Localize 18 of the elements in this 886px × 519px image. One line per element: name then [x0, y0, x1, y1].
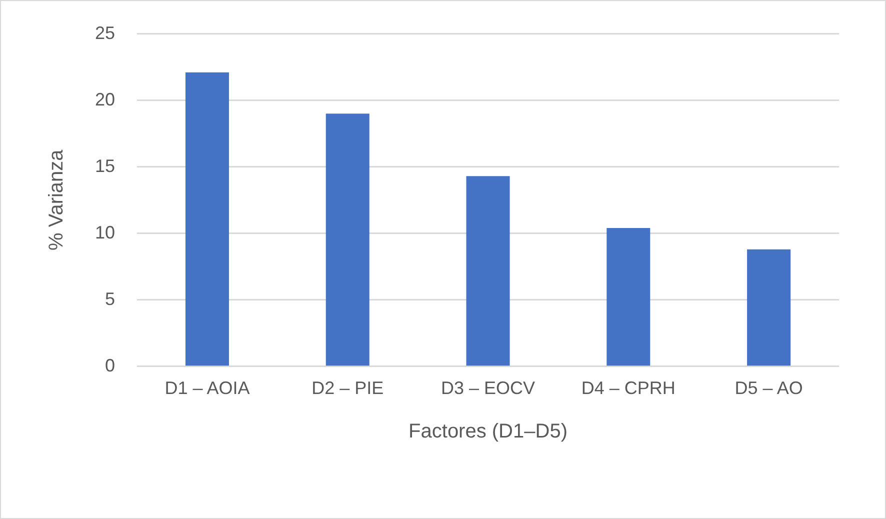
- bar: [747, 249, 791, 366]
- y-tick-label: 10: [94, 222, 116, 242]
- y-tick-label: 25: [94, 22, 116, 43]
- y-tick-label: 0: [105, 355, 116, 376]
- y-tick-label: 5: [105, 288, 116, 309]
- x-tick-label: D2 – PIE: [312, 378, 384, 398]
- y-axis-title: % Varianza: [46, 148, 68, 250]
- y-tick-label: 20: [94, 89, 116, 110]
- x-tick-label: D3 – EOCV: [440, 378, 536, 398]
- bar: [185, 72, 229, 366]
- x-tick-label: D1 – AOIA: [164, 378, 250, 398]
- y-tick-label: 15: [94, 156, 116, 176]
- x-tick-label: D4 – CPRH: [581, 378, 676, 398]
- x-axis-title: Factores (D1–D5): [408, 420, 568, 443]
- bar: [326, 114, 370, 366]
- bar: [606, 228, 650, 366]
- x-tick-label: D5 – AO: [734, 378, 803, 398]
- bar: [466, 176, 510, 366]
